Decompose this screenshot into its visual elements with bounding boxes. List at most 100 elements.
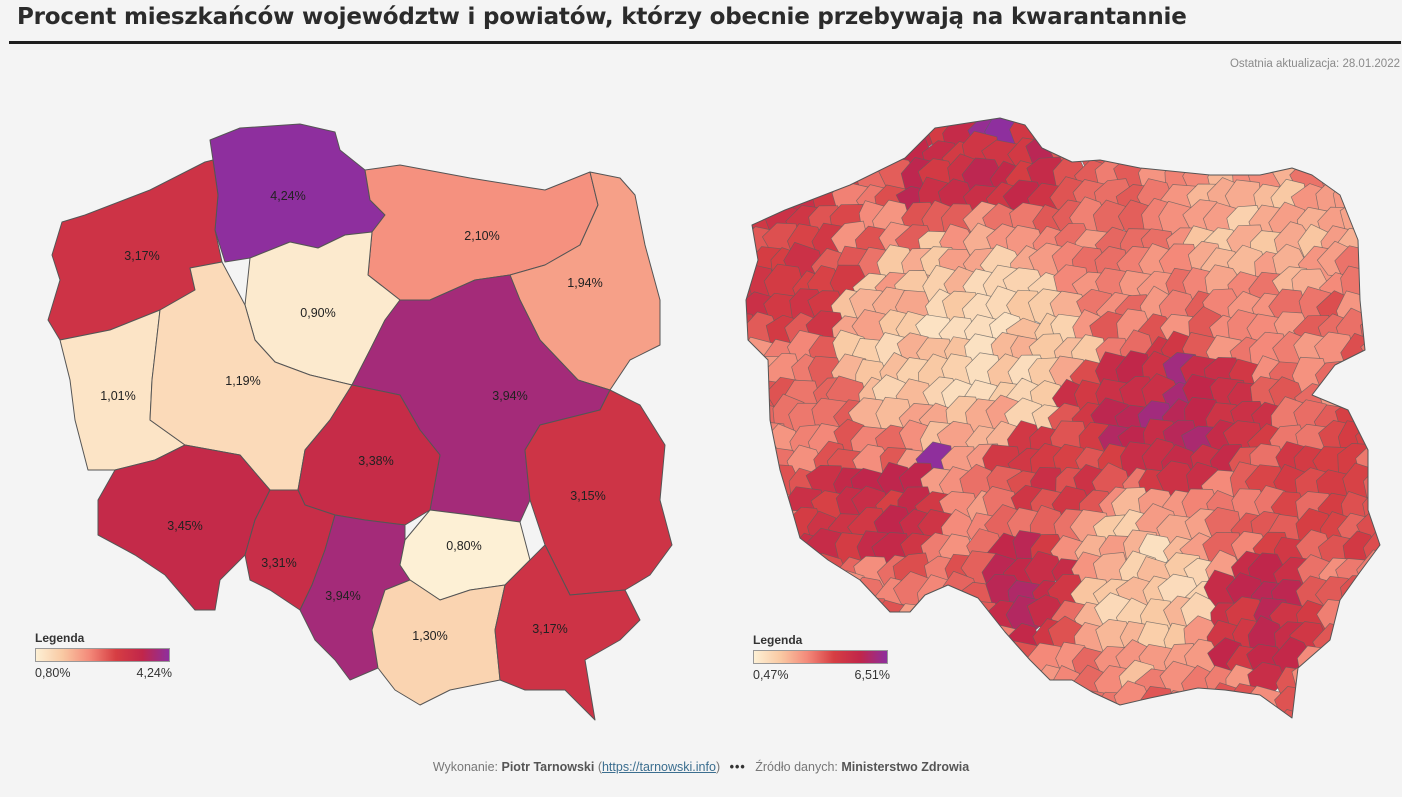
county-region[interactable] <box>926 639 965 677</box>
county-region[interactable] <box>723 554 761 593</box>
county-region[interactable] <box>811 93 852 130</box>
county-region[interactable] <box>743 158 782 193</box>
county-region[interactable] <box>835 597 876 636</box>
county-region[interactable] <box>1247 93 1286 127</box>
county-region[interactable] <box>766 536 805 572</box>
county-region[interactable] <box>893 641 932 678</box>
county-region[interactable] <box>1225 96 1265 133</box>
county-region[interactable] <box>747 112 788 147</box>
county-region[interactable] <box>1011 682 1049 721</box>
county-region[interactable] <box>1364 132 1401 173</box>
county-region[interactable] <box>1321 114 1359 153</box>
county-region[interactable] <box>1288 111 1327 151</box>
county-region[interactable] <box>1271 117 1313 155</box>
county-region[interactable] <box>769 552 808 589</box>
county-region[interactable] <box>786 551 828 591</box>
county-region[interactable] <box>1362 354 1402 394</box>
county-region[interactable] <box>1335 155 1374 195</box>
county-region[interactable] <box>1363 465 1400 507</box>
county-region[interactable] <box>1357 641 1399 678</box>
county-region[interactable] <box>1359 267 1397 303</box>
county-region[interactable] <box>792 94 830 132</box>
county-region[interactable] <box>1073 709 1114 748</box>
county-region[interactable] <box>1054 117 1091 155</box>
county-region[interactable] <box>1341 96 1380 134</box>
county-region[interactable] <box>1272 708 1311 748</box>
county-region[interactable] <box>724 374 761 413</box>
county-region[interactable] <box>940 663 976 698</box>
county-region[interactable] <box>1311 88 1352 125</box>
county-region[interactable] <box>1119 96 1158 135</box>
county-region[interactable] <box>1224 133 1266 172</box>
county-region[interactable] <box>1355 595 1394 637</box>
county-region[interactable] <box>810 111 851 151</box>
county-region[interactable] <box>727 182 765 221</box>
county-region[interactable] <box>894 707 932 744</box>
county-region[interactable] <box>1158 690 1198 726</box>
county-region[interactable] <box>1295 94 1332 134</box>
county-region[interactable] <box>1289 708 1330 748</box>
county-region[interactable] <box>746 134 784 172</box>
county-region[interactable] <box>854 109 890 146</box>
county-region[interactable] <box>742 711 778 748</box>
county-region[interactable] <box>1182 687 1220 727</box>
county-region[interactable] <box>894 684 937 722</box>
county-region[interactable] <box>898 90 935 125</box>
county-region[interactable] <box>913 703 958 741</box>
county-region[interactable] <box>724 509 761 549</box>
county-region[interactable] <box>1360 294 1402 331</box>
county-region[interactable] <box>1337 662 1375 700</box>
county-region[interactable] <box>1360 178 1400 218</box>
county-region[interactable] <box>914 597 957 637</box>
county-region[interactable] <box>1093 710 1133 747</box>
county-region[interactable] <box>1336 600 1374 636</box>
county-region[interactable] <box>1331 358 1373 399</box>
county-region[interactable] <box>922 665 961 705</box>
county-region[interactable] <box>728 420 765 457</box>
county-region[interactable] <box>1358 687 1400 725</box>
county-region[interactable] <box>875 706 916 742</box>
county-region[interactable] <box>722 491 761 527</box>
county-region[interactable] <box>1364 156 1402 194</box>
county-region[interactable] <box>811 708 852 745</box>
county-region[interactable] <box>1183 111 1224 148</box>
county-region[interactable] <box>1099 97 1138 133</box>
county-region[interactable] <box>1202 134 1243 175</box>
county-region[interactable] <box>1270 136 1310 174</box>
county-region[interactable] <box>1320 682 1358 721</box>
county-region[interactable] <box>939 620 983 654</box>
county-region[interactable] <box>961 684 998 720</box>
county-region[interactable] <box>1114 117 1154 153</box>
county-region[interactable] <box>1201 707 1243 748</box>
county-region[interactable] <box>745 516 783 549</box>
county-region[interactable] <box>1026 710 1064 745</box>
county-region[interactable] <box>808 598 847 638</box>
county-region[interactable] <box>894 620 933 657</box>
county-region[interactable] <box>722 537 763 573</box>
county-region[interactable] <box>747 554 786 590</box>
voivodeship-malopolskie[interactable] <box>371 579 506 706</box>
voivodeship-podkarpackie[interactable] <box>494 544 641 721</box>
county-region[interactable] <box>719 400 759 434</box>
county-region[interactable] <box>856 707 894 749</box>
footer-link[interactable]: https://tarnowski.info <box>601 760 716 774</box>
county-region[interactable] <box>781 579 825 616</box>
county-region[interactable] <box>784 140 824 179</box>
county-region[interactable] <box>720 119 761 154</box>
county-region[interactable] <box>1334 705 1375 747</box>
county-region[interactable] <box>941 601 983 637</box>
county-region[interactable] <box>1336 375 1376 413</box>
county-region[interactable] <box>1336 132 1373 174</box>
county-region[interactable] <box>723 592 762 634</box>
county-region[interactable] <box>745 596 783 635</box>
county-region[interactable] <box>1253 711 1292 745</box>
county-region[interactable] <box>742 486 779 523</box>
county-region[interactable] <box>1049 706 1091 745</box>
county-region[interactable] <box>835 94 875 132</box>
county-region[interactable] <box>1138 708 1178 747</box>
county-region[interactable] <box>1245 114 1286 155</box>
county-region[interactable] <box>1164 114 1202 151</box>
county-region[interactable] <box>961 707 1000 748</box>
county-region[interactable] <box>723 92 761 129</box>
county-region[interactable] <box>727 470 766 508</box>
